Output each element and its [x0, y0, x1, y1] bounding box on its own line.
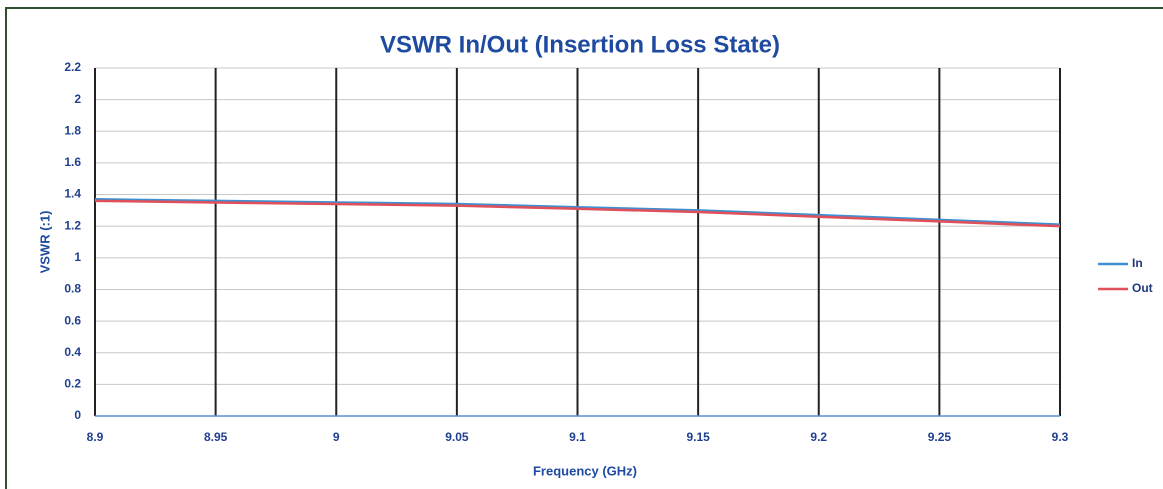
x-tick-label: 9.3: [1052, 430, 1069, 444]
y-tick-label: 1.4: [64, 187, 81, 201]
y-tick-label: 1.6: [64, 155, 81, 169]
chart-title: VSWR In/Out (Insertion Loss State): [380, 31, 780, 58]
plot: [94, 198, 1061, 228]
frame: [5, 7, 1163, 489]
y-tick-label: 2: [74, 92, 81, 106]
y-tick-label: 1.2: [64, 218, 81, 232]
legend: In Out: [1098, 256, 1153, 295]
y-tick-label: 1: [74, 250, 81, 264]
x-axis-title: Frequency (GHz): [533, 463, 637, 478]
grid: 0 0.2 0.4 0.6 0.8 1 1.2 1.4 1.6 1.8 2 2.2 8.9 8.95 9 9.…: [64, 60, 1068, 444]
y-tick-label: 0.8: [64, 282, 81, 296]
x-tick-label: 9.05: [445, 430, 469, 444]
x-tick-label: 9: [333, 430, 340, 444]
x-tick-label: 9.2: [810, 430, 827, 444]
y-tick-label: 0.4: [64, 345, 81, 359]
y-tick-label: 0.2: [64, 377, 81, 391]
x-tick-label: 9.15: [686, 430, 710, 444]
x-tick-label: 9.25: [928, 430, 952, 444]
x-tick-label: 8.95: [204, 430, 228, 444]
legend-label: Out: [1132, 281, 1153, 295]
series-line: [94, 198, 1061, 226]
x-tick-label: 8.9: [87, 430, 104, 444]
x-tick-label: 9.1: [569, 430, 586, 444]
legend-label: In: [1132, 256, 1143, 270]
series-line: [94, 199, 1061, 228]
y-tick-label: 2.2: [64, 60, 81, 74]
y-tick-label: 0.6: [64, 313, 81, 327]
y-tick-label: 0: [74, 408, 81, 422]
y-tick-label: 1.8: [64, 123, 81, 137]
y-axis-title: VSWR (:1): [37, 211, 52, 274]
